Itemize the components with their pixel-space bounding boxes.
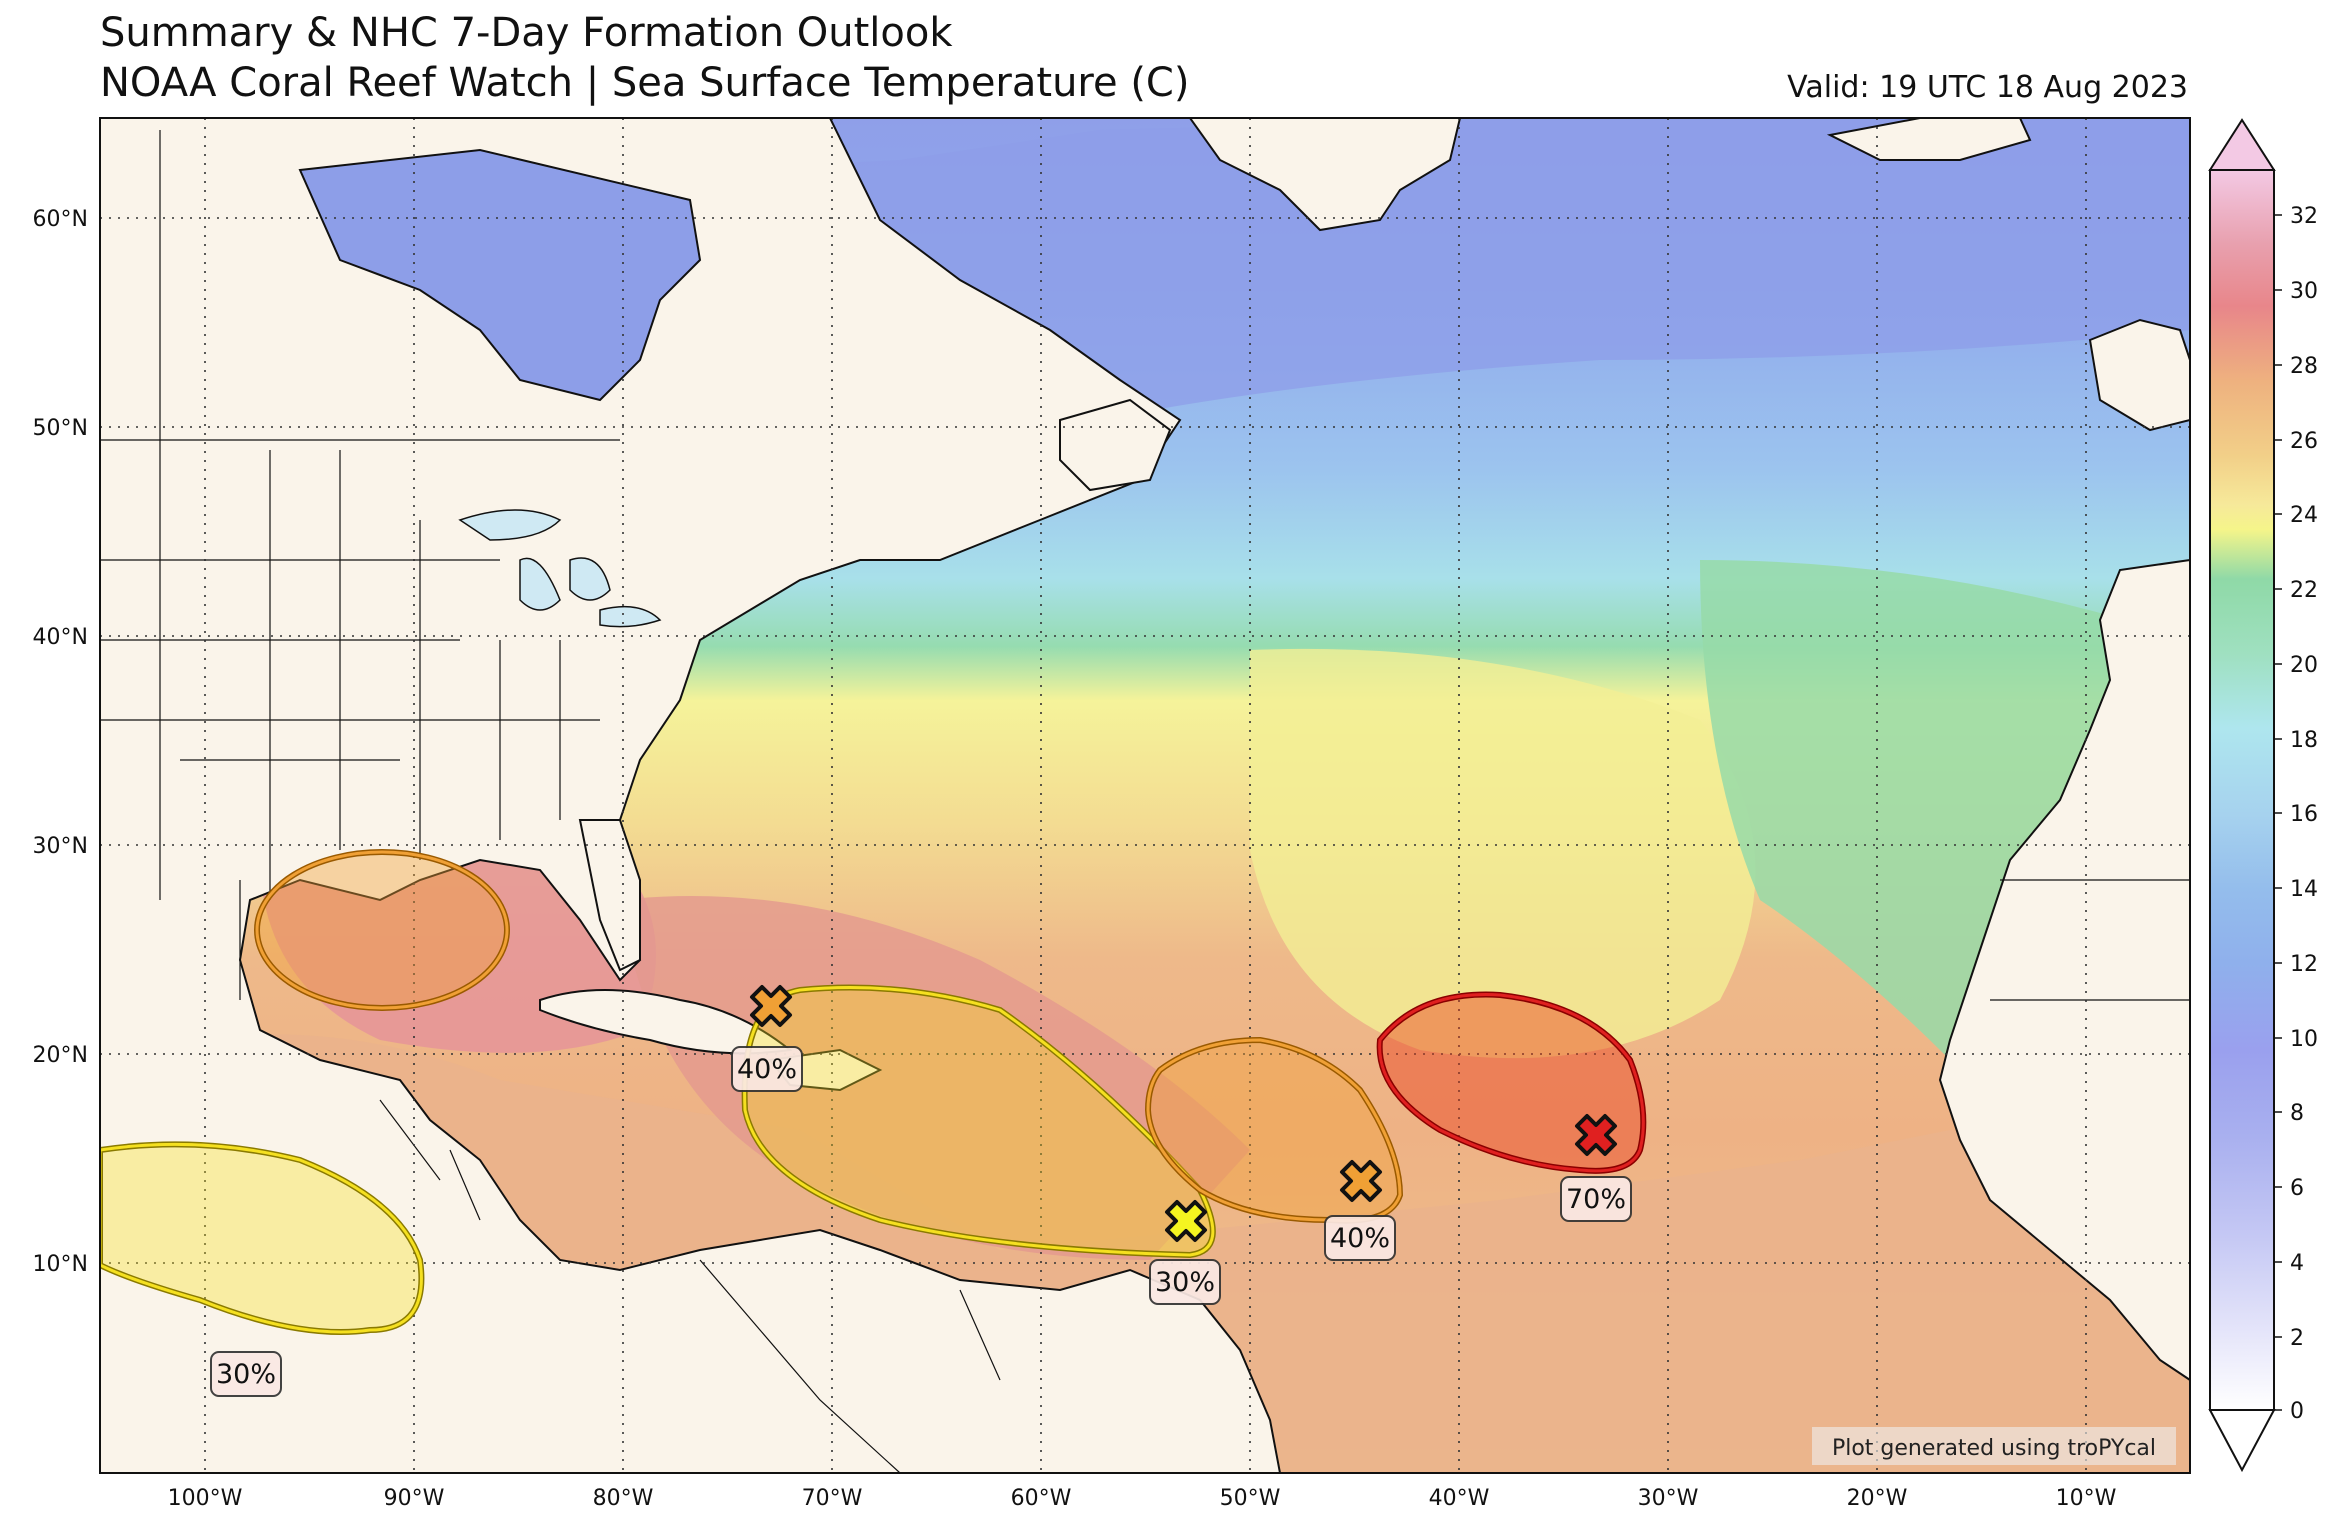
graticule bbox=[100, 118, 2190, 1473]
lat-label-30n: 30°N bbox=[33, 834, 88, 859]
lon-label-40w: 40°W bbox=[1429, 1486, 1490, 1511]
colorbar-label-24: 24 bbox=[2290, 503, 2318, 528]
x-marker-central-atlantic bbox=[1340, 1160, 1382, 1202]
colorbar-label-28: 28 bbox=[2290, 354, 2318, 379]
lon-label-70w: 70°W bbox=[802, 1486, 863, 1511]
lon-label-100w: 100°W bbox=[168, 1486, 243, 1511]
lat-label-40n: 40°N bbox=[33, 625, 88, 650]
lon-label-60w: 60°W bbox=[1011, 1486, 1072, 1511]
colorbar-bottom-extend bbox=[2208, 1409, 2276, 1473]
colorbar-label-10: 10 bbox=[2290, 1027, 2318, 1052]
x-marker-caribbean-east bbox=[1165, 1200, 1207, 1242]
latitude-labels: 60°N 50°N 40°N 30°N 20°N 10°N bbox=[33, 207, 88, 1277]
lon-label-20w: 20°W bbox=[1847, 1486, 1908, 1511]
lat-label-10n: 10°N bbox=[33, 1252, 88, 1277]
colorbar: 32 30 28 26 24 22 20 18 16 14 12 10 8 6 … bbox=[2208, 118, 2318, 1473]
ocean-sst-field: 40% 30% 30% 40% 70% Plot generated using… bbox=[100, 118, 2190, 1473]
disturbance-markers bbox=[750, 985, 1617, 1242]
greenland-land bbox=[1188, 118, 1462, 232]
map-frame bbox=[99, 117, 2191, 1474]
colorbar-label-8: 8 bbox=[2290, 1101, 2304, 1126]
lat-label-60n: 60°N bbox=[33, 207, 88, 232]
colorbar-label-26: 26 bbox=[2290, 429, 2318, 454]
pct-label-central-atlantic: 40% bbox=[1330, 1223, 1390, 1254]
colorbar-label-14: 14 bbox=[2290, 877, 2318, 902]
lat-label-20n: 20°N bbox=[33, 1043, 88, 1068]
great-lakes bbox=[458, 509, 662, 628]
colorbar-label-20: 20 bbox=[2290, 653, 2318, 678]
lon-label-80w: 80°W bbox=[593, 1486, 654, 1511]
colorbar-top-extend bbox=[2208, 118, 2276, 171]
lat-label-50n: 50°N bbox=[33, 416, 88, 441]
map-title: Summary & NHC 7-Day Formation Outlook bbox=[100, 10, 953, 56]
pct-label-eastern-atlantic: 70% bbox=[1566, 1184, 1626, 1215]
percentage-labels: 40% 30% 30% 40% 70% bbox=[210, 1046, 1632, 1397]
political-borders bbox=[100, 130, 2190, 1473]
lon-label-90w: 90°W bbox=[384, 1486, 445, 1511]
x-marker-hispaniola bbox=[750, 985, 792, 1027]
plot-credit: Plot generated using troPYcal bbox=[1832, 1436, 2156, 1461]
longitude-labels: 100°W 90°W 80°W 70°W 60°W 50°W 40°W 30°W… bbox=[168, 1486, 2117, 1511]
colorbar-label-30: 30 bbox=[2290, 279, 2318, 304]
colorbar-label-22: 22 bbox=[2290, 578, 2318, 603]
lon-label-50w: 50°W bbox=[1220, 1486, 1281, 1511]
colorbar-label-6: 6 bbox=[2290, 1176, 2304, 1201]
british-isles-land bbox=[2088, 318, 2190, 432]
lon-label-30w: 30°W bbox=[1638, 1486, 1699, 1511]
newfoundland-land bbox=[1059, 398, 1172, 492]
land-masses bbox=[100, 118, 2190, 1473]
africa-iberia-land bbox=[1938, 558, 2190, 1382]
pct-label-hispaniola: 40% bbox=[737, 1054, 797, 1085]
colorbar-ramp bbox=[2209, 169, 2275, 1411]
valid-time: Valid: 19 UTC 18 Aug 2023 bbox=[1787, 70, 2188, 105]
colorbar-label-4: 4 bbox=[2290, 1251, 2304, 1276]
hudson-bay bbox=[298, 148, 702, 402]
colorbar-label-2: 2 bbox=[2290, 1326, 2304, 1351]
americas-land bbox=[100, 118, 1282, 1473]
colorbar-label-16: 16 bbox=[2290, 802, 2318, 827]
pct-label-caribbean-east: 30% bbox=[1155, 1267, 1215, 1298]
colorbar-label-32: 32 bbox=[2290, 204, 2318, 229]
colorbar-label-12: 12 bbox=[2290, 952, 2318, 977]
iceland-land bbox=[1826, 118, 2032, 161]
map-subtitle: NOAA Coral Reef Watch | Sea Surface Temp… bbox=[100, 60, 1190, 106]
colorbar-label-18: 18 bbox=[2290, 728, 2318, 753]
lon-label-10w: 10°W bbox=[2056, 1486, 2117, 1511]
florida-land bbox=[578, 819, 641, 972]
pct-label-east-pacific: 30% bbox=[216, 1359, 276, 1390]
subtropical-yellow-zone bbox=[1250, 648, 1756, 1059]
x-marker-eastern-atlantic bbox=[1575, 1114, 1617, 1156]
colorbar-label-0: 0 bbox=[2290, 1399, 2304, 1424]
